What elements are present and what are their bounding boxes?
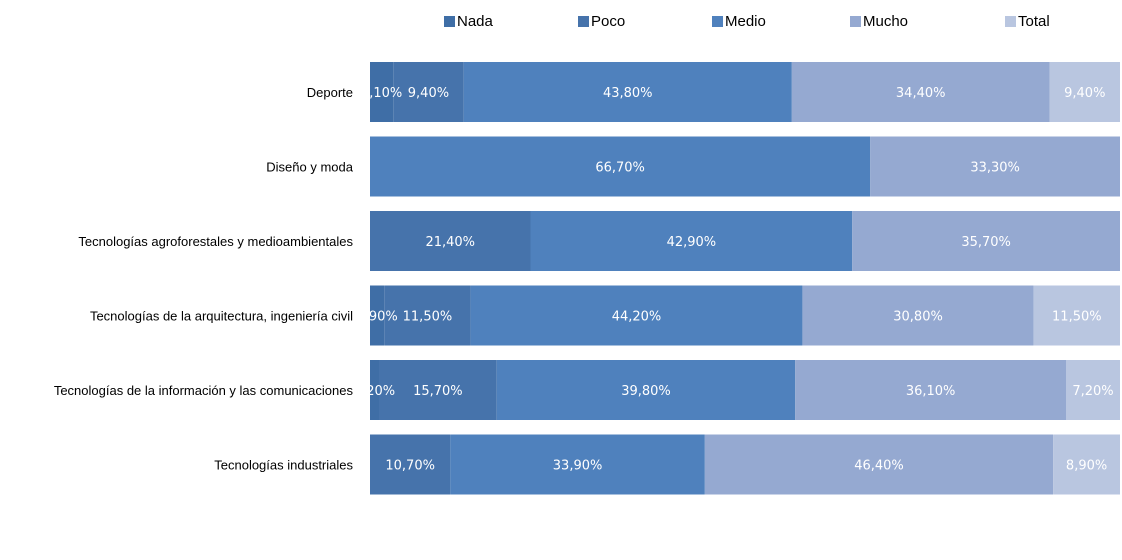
data-label-deporte-total: 9,40% — [1064, 86, 1105, 101]
legend-label-poco: Poco — [591, 13, 625, 30]
category-label-tecnologias-de-la-arquitectura-ingenieria-civil: Tecnologías de la arquitectura, ingenier… — [90, 309, 353, 324]
data-labels: 3,10% 9,40% 43,80% 34,40% 9,40% 66,70% 33,30% 2… — [354, 86, 1114, 474]
legend-label-total: Total — [1018, 13, 1050, 30]
category-label-tecnologias-industriales: Tecnologías industriales — [214, 458, 353, 473]
data-label-tecnologias-industriales-medio: 33,90% — [553, 459, 603, 474]
data-label-diseno-y-moda-medio: 66,70% — [595, 161, 645, 176]
data-label-tecnologias-agroforestales-y-medioambientales-poco: 21,40% — [425, 235, 475, 250]
bar-deporte-medio — [463, 62, 792, 122]
category-label-tecnologias-de-la-informacion-y-las-comunicaciones: Tecnologías de la información y las comu… — [54, 383, 354, 398]
bar-tecnologias-de-la-arquitectura-ingenieria-civil-medio — [470, 285, 803, 346]
bar-deporte-mucho — [791, 62, 1050, 122]
data-label-deporte-mucho: 34,40% — [896, 86, 946, 101]
data-label-tecnologias-de-la-arquitectura-ingenieria-civil-poco: 11,50% — [403, 310, 453, 325]
bar-tecnologias-industriales-mucho — [704, 434, 1054, 495]
legend-swatch-poco — [578, 16, 589, 27]
data-label-tecnologias-de-la-informacion-y-las-comunicaciones-nada: 1,20% — [354, 384, 395, 399]
legend-swatch-total — [1005, 16, 1016, 27]
bar-deporte-poco — [393, 62, 464, 122]
bar-tecnologias-agroforestales-y-medioambientales-medio — [530, 211, 853, 271]
data-label-tecnologias-de-la-arquitectura-ingenieria-civil-total: 11,50% — [1052, 310, 1102, 325]
data-label-tecnologias-industriales-poco: 10,70% — [385, 459, 435, 474]
data-label-deporte-poco: 9,40% — [408, 86, 449, 101]
bar-tecnologias-de-la-arquitectura-ingenieria-civil-poco — [384, 285, 471, 346]
legend-swatch-mucho — [850, 16, 861, 27]
bar-tecnologias-de-la-informacion-y-las-comunicaciones-medio — [496, 360, 796, 420]
data-label-tecnologias-de-la-informacion-y-las-comunicaciones-total: 7,20% — [1072, 384, 1113, 399]
legend: Nada Poco Medio Mucho Total — [444, 13, 1050, 30]
data-label-tecnologias-agroforestales-y-medioambientales-medio: 42,90% — [667, 235, 717, 250]
bar-tecnologias-industriales-medio — [450, 434, 705, 495]
data-label-deporte-nada: 3,10% — [361, 86, 402, 101]
bar-tecnologias-industriales-total — [1053, 434, 1120, 495]
bar-tecnologias-de-la-arquitectura-ingenieria-civil-mucho — [802, 285, 1034, 346]
bar-deporte-total — [1049, 62, 1120, 122]
category-label-diseno-y-moda: Diseño y moda — [266, 160, 353, 175]
bars — [370, 62, 1120, 495]
legend-label-nada: Nada — [457, 13, 494, 30]
legend-label-medio: Medio — [725, 13, 766, 30]
data-label-tecnologias-de-la-arquitectura-ingenieria-civil-nada: 1,90% — [356, 310, 397, 325]
bar-tecnologias-de-la-arquitectura-ingenieria-civil-total — [1033, 285, 1120, 346]
bar-diseno-y-moda-mucho — [870, 136, 1120, 197]
data-label-tecnologias-industriales-total: 8,90% — [1066, 459, 1107, 474]
data-label-tecnologias-de-la-informacion-y-las-comunicaciones-mucho: 36,10% — [906, 384, 956, 399]
bar-tecnologias-industriales-poco — [370, 434, 451, 495]
data-label-tecnologias-de-la-arquitectura-ingenieria-civil-mucho: 30,80% — [893, 310, 943, 325]
data-label-diseno-y-moda-mucho: 33,30% — [970, 161, 1020, 176]
data-label-tecnologias-de-la-arquitectura-ingenieria-civil-medio: 44,20% — [612, 310, 662, 325]
data-label-tecnologias-de-la-informacion-y-las-comunicaciones-poco: 15,70% — [413, 384, 463, 399]
data-label-tecnologias-agroforestales-y-medioambientales-mucho: 35,70% — [961, 235, 1011, 250]
bar-tecnologias-de-la-informacion-y-las-comunicaciones-poco — [379, 360, 497, 420]
bar-deporte-nada — [370, 62, 394, 122]
bar-tecnologias-agroforestales-y-medioambientales-poco — [370, 211, 531, 271]
category-labels: Deporte Diseño y moda Tecnologías agrofore… — [54, 85, 354, 473]
bar-tecnologias-de-la-informacion-y-las-comunicaciones-nada — [370, 360, 379, 420]
bar-tecnologias-de-la-informacion-y-las-comunicaciones-total — [1066, 360, 1120, 420]
data-label-tecnologias-de-la-informacion-y-las-comunicaciones-medio: 39,80% — [621, 384, 671, 399]
data-label-tecnologias-industriales-mucho: 46,40% — [854, 459, 904, 474]
legend-label-mucho: Mucho — [863, 13, 908, 30]
category-label-deporte: Deporte — [307, 85, 353, 100]
legend-swatch-nada — [444, 16, 455, 27]
data-label-deporte-medio: 43,80% — [603, 86, 653, 101]
bar-tecnologias-agroforestales-y-medioambientales-mucho — [852, 211, 1120, 271]
bar-diseno-y-moda-medio — [370, 136, 871, 197]
category-label-tecnologias-agroforestales-y-medioambientales: Tecnologías agroforestales y medioambien… — [78, 234, 353, 249]
legend-swatch-medio — [712, 16, 723, 27]
bar-tecnologias-de-la-informacion-y-las-comunicaciones-mucho — [795, 360, 1066, 420]
bar-tecnologias-de-la-arquitectura-ingenieria-civil-nada — [370, 285, 385, 346]
